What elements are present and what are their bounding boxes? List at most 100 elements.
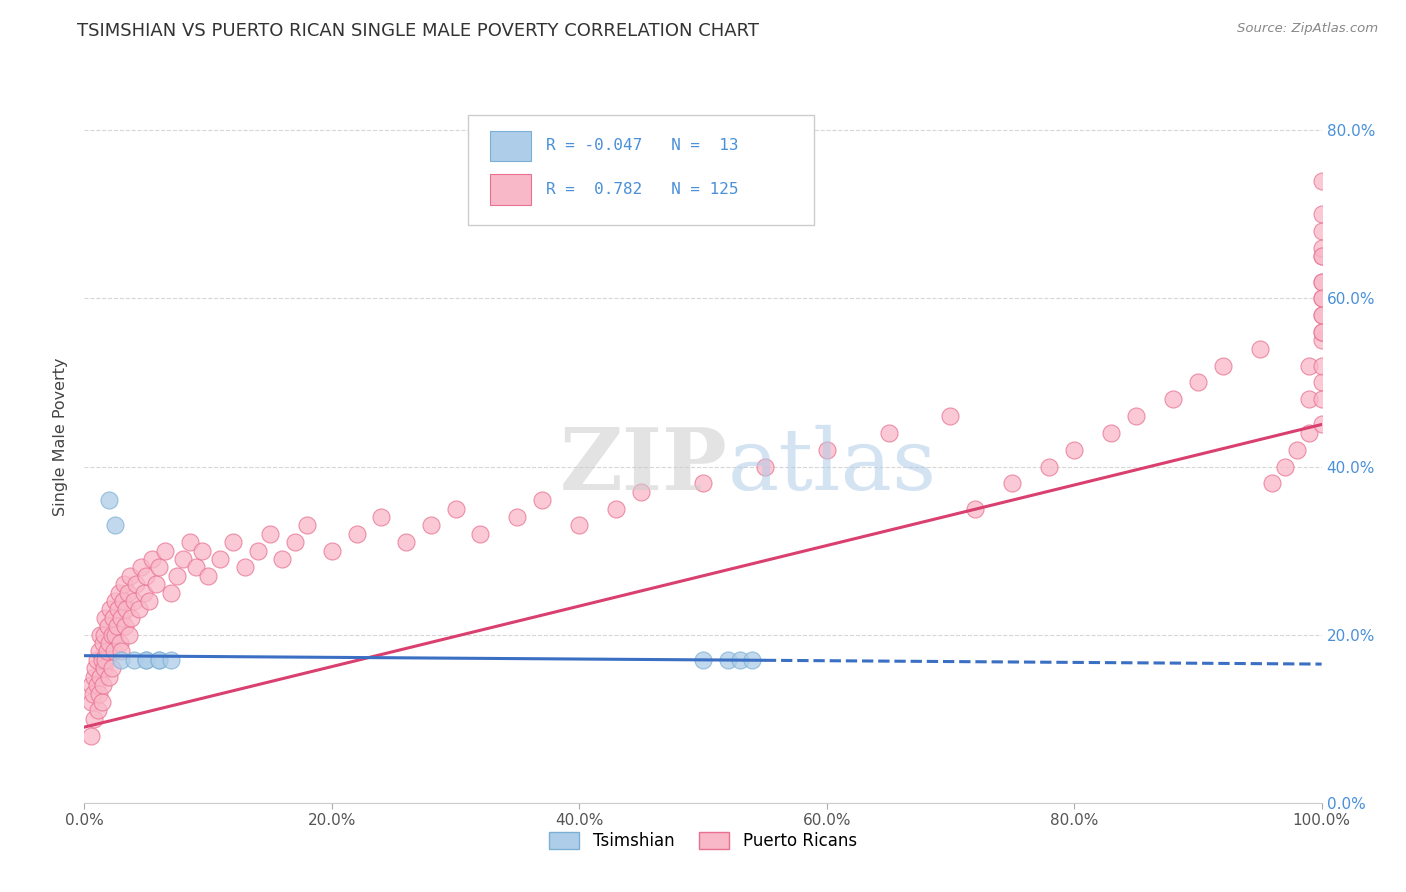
Point [104, 518, 127, 533]
Point [135, 653, 157, 667]
Point [209, 552, 232, 566]
Point [259, 526, 281, 541]
Point [877, 425, 900, 440]
Point [98, 493, 121, 508]
Point [1038, 459, 1060, 474]
Point [1161, 392, 1184, 407]
Point [1310, 334, 1333, 348]
Point [114, 619, 136, 633]
Point [90, 653, 112, 667]
Bar [491, 175, 531, 205]
Point [271, 552, 294, 566]
Point [965, 501, 987, 516]
Point [93, 661, 115, 675]
Point [89, 627, 111, 641]
Point [1099, 425, 1122, 440]
Point [122, 594, 145, 608]
Text: R = -0.047   N =  13: R = -0.047 N = 13 [546, 138, 738, 153]
Text: atlas: atlas [728, 425, 936, 508]
Point [101, 611, 124, 625]
Text: R =  0.782   N = 125: R = 0.782 N = 125 [546, 182, 738, 197]
FancyBboxPatch shape [468, 115, 814, 225]
Bar [491, 130, 531, 161]
Point [118, 627, 141, 641]
Point [110, 653, 132, 667]
Point [128, 602, 150, 616]
Legend: Tsimshian, Puerto Ricans: Tsimshian, Puerto Ricans [543, 825, 863, 856]
Point [346, 526, 368, 541]
Point [110, 636, 132, 650]
Point [1063, 442, 1085, 457]
Point [1274, 459, 1296, 474]
Point [148, 653, 170, 667]
Point [1310, 275, 1333, 289]
Point [104, 627, 127, 641]
Point [83, 712, 105, 726]
Point [1310, 291, 1333, 305]
Point [87, 703, 110, 717]
Point [222, 535, 245, 549]
Point [122, 653, 145, 667]
Point [148, 653, 170, 667]
Point [1310, 359, 1333, 373]
Point [1298, 359, 1320, 373]
Point [172, 552, 194, 566]
Point [89, 670, 111, 684]
Point [1310, 325, 1333, 339]
Point [84, 661, 107, 675]
Point [110, 611, 132, 625]
Point [321, 543, 343, 558]
Point [108, 585, 131, 599]
Point [98, 602, 121, 616]
Point [692, 476, 714, 491]
Point [1310, 376, 1333, 390]
Point [86, 653, 108, 667]
Point [1310, 308, 1333, 322]
Point [160, 585, 183, 599]
Point [89, 644, 111, 658]
Point [83, 670, 105, 684]
Point [815, 442, 838, 457]
Point [395, 535, 418, 549]
Point [1212, 359, 1234, 373]
Point [135, 569, 157, 583]
Point [1125, 409, 1147, 423]
Point [79, 729, 101, 743]
Point [100, 661, 122, 675]
Point [370, 510, 392, 524]
Point [1310, 224, 1333, 238]
Point [132, 585, 155, 599]
Point [97, 619, 120, 633]
Point [444, 501, 467, 516]
Point [120, 611, 142, 625]
Point [138, 594, 160, 608]
Point [630, 484, 652, 499]
Point [120, 569, 142, 583]
Point [717, 653, 740, 667]
Point [107, 602, 129, 616]
Point [1187, 376, 1209, 390]
Point [166, 569, 188, 583]
Point [284, 535, 307, 549]
Point [98, 636, 121, 650]
Point [506, 510, 529, 524]
Point [153, 543, 176, 558]
Point [86, 678, 108, 692]
Point [470, 526, 492, 541]
Point [568, 518, 591, 533]
Point [419, 518, 441, 533]
Point [90, 695, 112, 709]
Point [100, 627, 122, 641]
Point [233, 560, 256, 574]
Point [112, 577, 135, 591]
Point [125, 577, 148, 591]
Point [94, 611, 117, 625]
Point [692, 653, 714, 667]
Point [148, 560, 170, 574]
Point [82, 686, 104, 700]
Point [1310, 417, 1333, 432]
Point [96, 644, 118, 658]
Point [79, 695, 101, 709]
Point [605, 501, 627, 516]
Point [531, 493, 554, 508]
